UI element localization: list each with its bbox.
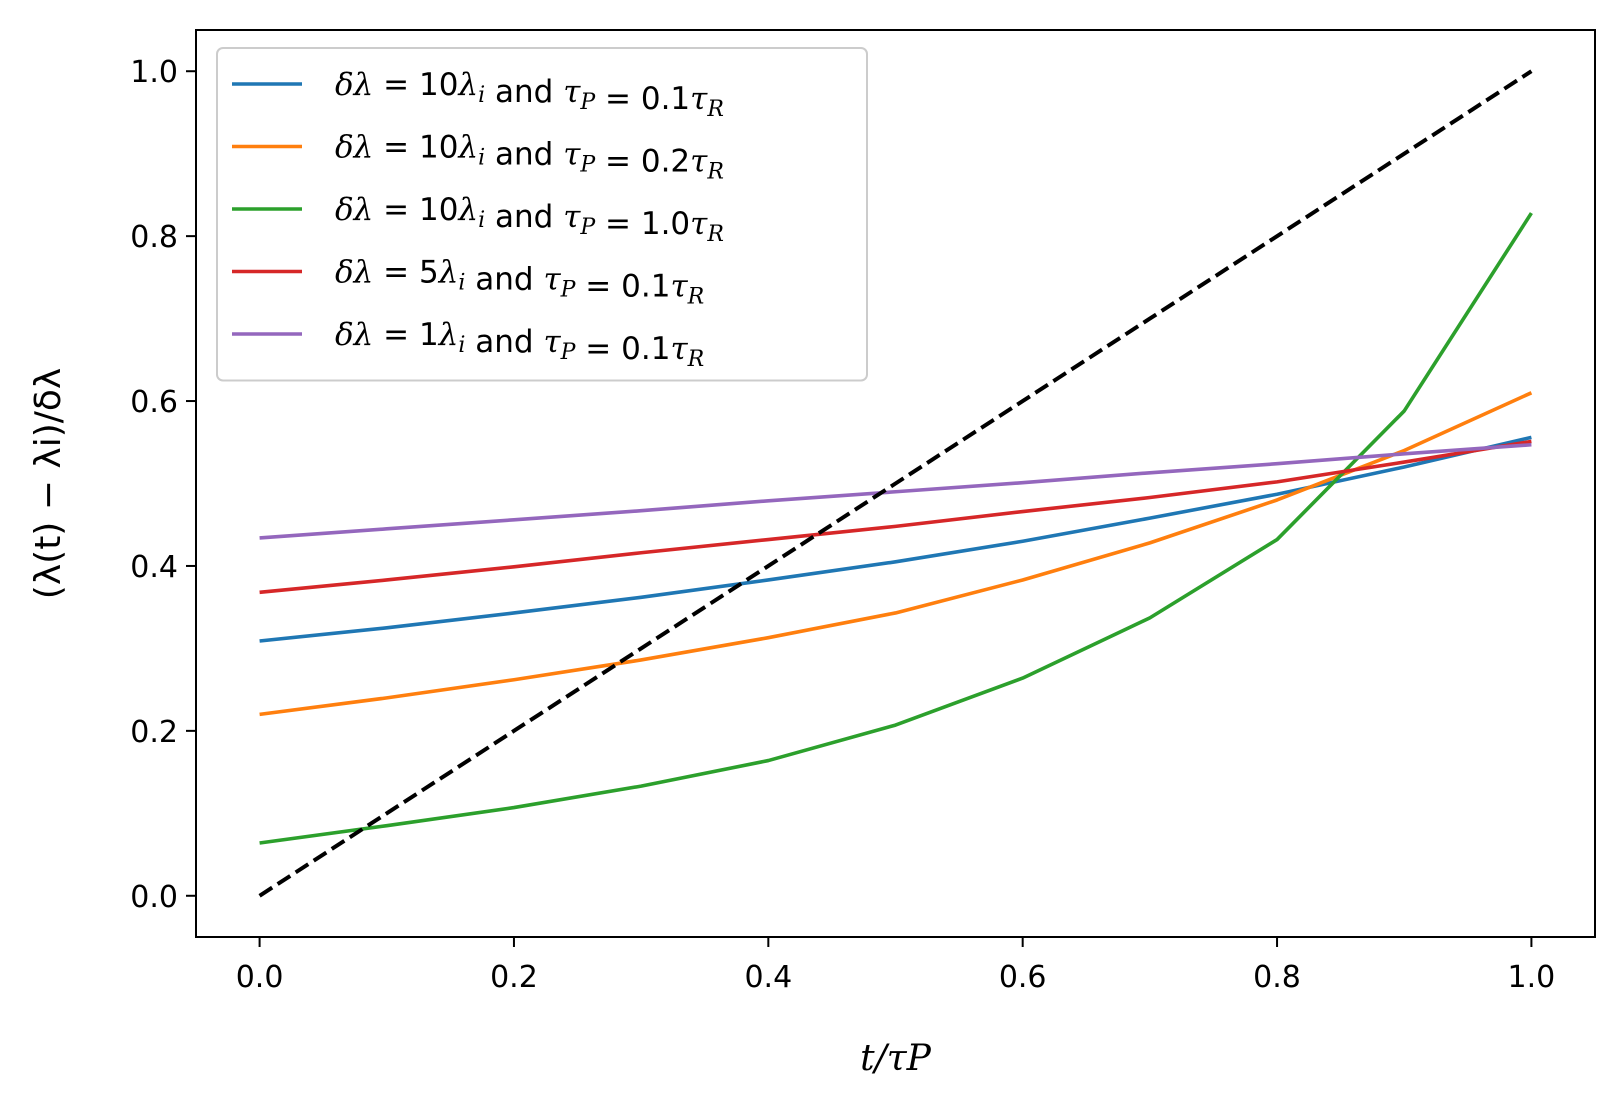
x-tick-label: 0.0 — [236, 960, 284, 995]
legend-label: δλ = 10λi and τP = 1.0τR — [335, 192, 724, 247]
legend-label: δλ = 10λi and τP = 0.1τR — [335, 67, 724, 122]
y-tick-label: 0.4 — [130, 550, 178, 585]
x-tick-label: 0.6 — [999, 960, 1047, 995]
series-line-1 — [259, 435, 1532, 643]
y-tick-label: 1.0 — [130, 55, 178, 90]
series-line-2 — [259, 391, 1533, 717]
series-line-3 — [259, 212, 1533, 845]
x-axis-label: t/τP — [860, 1038, 932, 1079]
series-line-reference — [258, 69, 1533, 898]
legend-label: δλ = 1λi and τP = 0.1τR — [335, 317, 704, 372]
legend: δλ = 10λi and τP = 0.1τR δλ = 10λi and τP… — [216, 47, 868, 382]
legend-label: δλ = 5λi and τP = 0.1τR — [335, 255, 704, 310]
legend-box — [216, 47, 868, 382]
legend-label: δλ = 10λi and τP = 0.2τR — [335, 130, 724, 185]
series-line-4 — [259, 439, 1532, 595]
x-tick-label: 1.0 — [1508, 960, 1556, 995]
series-line-5 — [259, 442, 1532, 540]
ticks-layer: 0.0 0.2 0.4 0.6 0.8 1.0 0.0 0.2 0.4 0.6 0.8 1.0 — [130, 55, 1555, 995]
y-tick-label: 0.2 — [130, 715, 178, 750]
y-axis-label: (λ(t) − λi)/δλ — [28, 368, 69, 599]
plot-frame — [195, 29, 1596, 938]
series-layer — [258, 69, 1533, 898]
y-tick-label: 0.0 — [130, 880, 178, 915]
x-tick-label: 0.2 — [490, 960, 538, 995]
y-tick-label: 0.6 — [130, 385, 178, 420]
x-tick-label: 0.4 — [744, 960, 792, 995]
y-tick-label: 0.8 — [130, 220, 178, 255]
x-tick-label: 0.8 — [1253, 960, 1301, 995]
